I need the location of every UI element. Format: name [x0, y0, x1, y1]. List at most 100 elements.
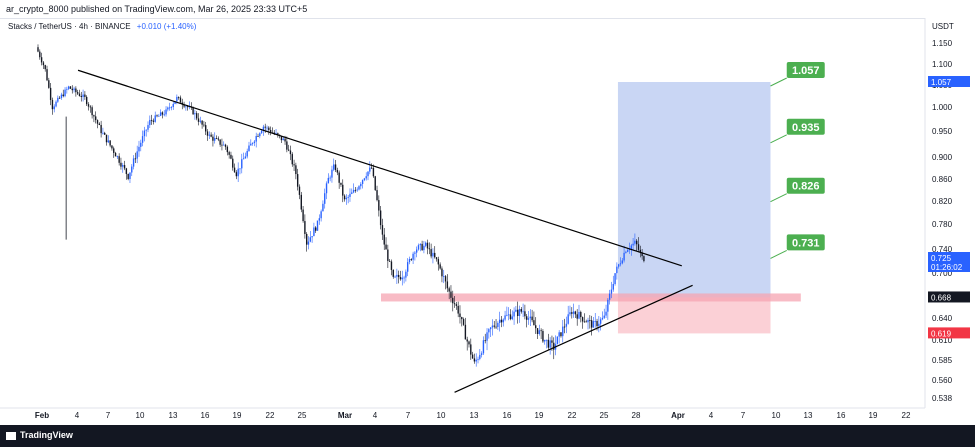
candle-body [60, 94, 63, 98]
candle-body [524, 311, 526, 317]
candle-body [246, 150, 248, 157]
candle-body [558, 332, 560, 337]
candle-body [432, 252, 434, 257]
candle-body [388, 260, 391, 262]
target-label: 0.731 [770, 234, 825, 259]
candle-body [414, 252, 416, 254]
time-tick-label: 13 [470, 411, 479, 420]
candle-body [363, 178, 366, 181]
candle-body [556, 336, 559, 345]
candle-body [215, 138, 218, 139]
candle-body [636, 240, 638, 245]
candle-body [502, 319, 504, 323]
candle-body [504, 315, 506, 320]
candle-body [495, 326, 497, 328]
candle-body [159, 112, 162, 116]
candle-body [48, 80, 50, 88]
time-tick-label: Apr [671, 411, 685, 420]
candle-body [201, 120, 203, 125]
candle-body [46, 69, 48, 81]
candle-body [224, 144, 227, 147]
candle-body [356, 189, 358, 191]
candle-body [304, 221, 306, 234]
target-label-box [786, 177, 825, 194]
candle-body [291, 154, 293, 165]
candle-body [197, 118, 200, 122]
candle-body [214, 138, 216, 141]
candle-body [154, 115, 156, 122]
candle-body [226, 146, 229, 153]
symbol-label[interactable]: Stacks / TetherUS · 4h · BINANCE [8, 22, 131, 31]
candle-body [589, 320, 591, 321]
candle-body [237, 168, 239, 177]
candle-body [113, 148, 115, 153]
price-label-text: 0.668 [931, 293, 952, 302]
target-label-text: 0.731 [792, 237, 820, 249]
candle-body [569, 312, 571, 315]
candle-body [266, 127, 268, 129]
candle-body [551, 340, 553, 343]
candle-body [592, 321, 595, 328]
candle-body [230, 154, 232, 159]
brand-label: TradingView [20, 430, 73, 440]
candle-body [296, 174, 299, 187]
candle-body [116, 156, 119, 158]
time-tick-label: 4 [709, 411, 714, 420]
ascending-trendline [454, 284, 693, 393]
candle-body [170, 106, 173, 108]
candle-body [163, 114, 165, 116]
time-tick-label: 28 [632, 411, 641, 420]
candle-body [345, 197, 348, 200]
candle-body [122, 165, 124, 167]
candle-body [520, 309, 522, 312]
footer-bar: TradingView [0, 425, 975, 447]
candle-body [89, 106, 91, 108]
price-chart[interactable]: 1.0570.9350.8260.731USDT1.1501.1001.0501… [0, 18, 975, 425]
candle-body [536, 328, 539, 334]
candle-body [73, 88, 75, 91]
price-tick-label: 1.100 [932, 60, 953, 69]
candle-body [327, 177, 330, 184]
candle-body [336, 170, 339, 173]
candle-body [403, 277, 405, 279]
time-tick-label: 16 [837, 411, 846, 420]
candle-body [100, 124, 102, 134]
candle-body [123, 165, 126, 169]
candle-body [354, 189, 357, 191]
candle-body [617, 264, 620, 267]
candle-body [594, 320, 596, 322]
candle-body [71, 88, 73, 91]
candles [37, 44, 645, 367]
candle-body [75, 88, 77, 93]
candle-body [194, 113, 196, 115]
candle-body [623, 252, 625, 261]
candle-body [257, 135, 259, 137]
candle-body [545, 339, 548, 341]
candle-body [158, 115, 160, 117]
candle-body [210, 134, 212, 137]
descending-trendline [77, 69, 682, 267]
candle-body [399, 277, 402, 280]
candle-body [641, 252, 643, 257]
candle-body [342, 184, 344, 196]
candle-body [601, 317, 604, 320]
tradingview-logo[interactable]: TradingView [6, 430, 73, 440]
time-tick-label: 19 [869, 411, 878, 420]
candle-body [448, 288, 450, 292]
candle-body [370, 167, 373, 169]
price-label: 0.668 [928, 291, 970, 303]
candle-body [466, 339, 468, 342]
candle-body [372, 167, 375, 177]
candle-body [177, 96, 180, 98]
time-tick-label: 7 [106, 411, 111, 420]
candle-body [109, 140, 111, 146]
candle-body [425, 242, 427, 246]
candle-body [405, 271, 407, 278]
candle-body [437, 259, 440, 265]
candle-body [183, 104, 185, 107]
candle-body [580, 311, 582, 318]
candle-body [628, 249, 631, 251]
candle-body [268, 127, 270, 131]
candle-body [259, 133, 261, 137]
candle-body [506, 314, 508, 316]
